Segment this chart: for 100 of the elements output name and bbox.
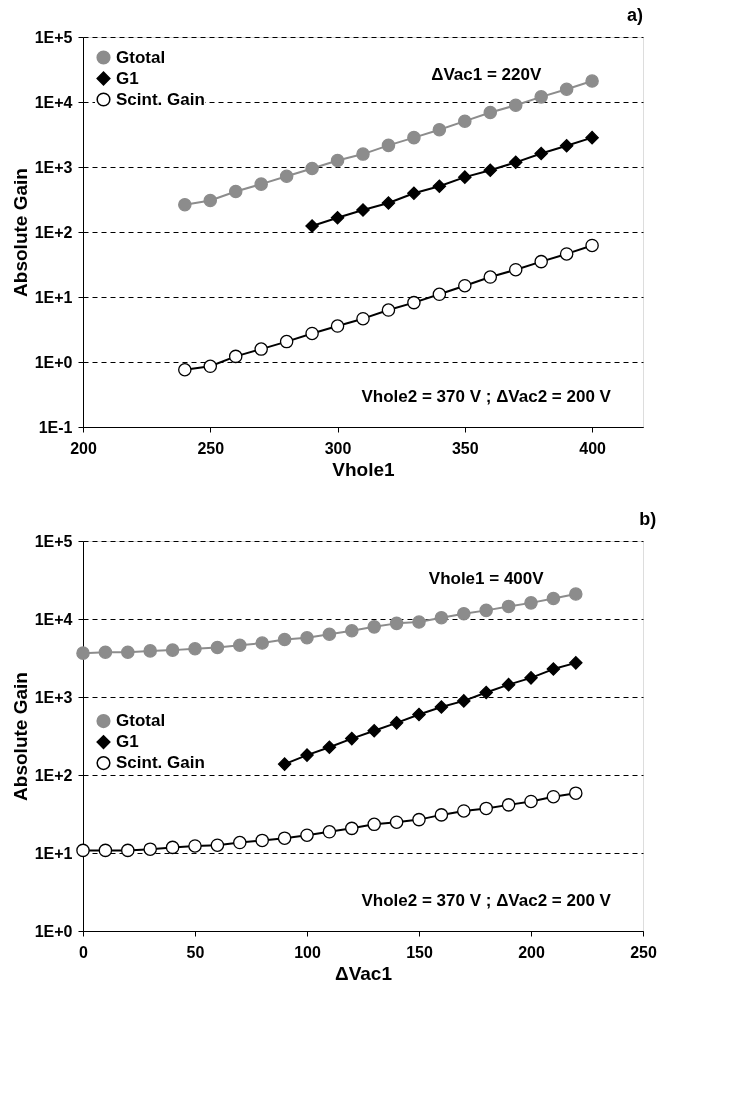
point [458, 170, 472, 184]
point [203, 193, 218, 208]
x-tick-label: 50 [186, 943, 205, 961]
y-tick-label: 1E+2 [34, 766, 73, 784]
x-tick-label: 0 [79, 943, 89, 961]
point [479, 685, 493, 700]
point [165, 643, 180, 657]
point [233, 835, 247, 850]
y-tick-label: 1E+0 [34, 353, 73, 371]
point [432, 179, 447, 193]
point [143, 842, 157, 856]
legend-label: G1 [116, 732, 139, 752]
point [228, 184, 243, 199]
point [305, 161, 319, 176]
point [367, 620, 381, 634]
point [300, 828, 314, 842]
legend-label: Scint. Gain [116, 753, 205, 773]
y-tick-label: 1E-1 [38, 418, 73, 436]
point [479, 603, 493, 618]
point [381, 196, 396, 210]
y-tick-label: 1E+3 [34, 158, 73, 176]
annotation: Vhole2 = 370 V ; ΔVac2 = 200 V [361, 891, 612, 910]
point [546, 789, 561, 804]
point [479, 801, 493, 816]
point [412, 615, 426, 629]
point [121, 645, 135, 659]
point [345, 821, 359, 836]
point [98, 645, 113, 659]
point [407, 186, 421, 200]
point [381, 138, 396, 153]
chart-title: a) [626, 5, 643, 25]
point [546, 591, 561, 606]
annotation: Vhole2 = 370 V ; ΔVac2 = 200 V [361, 387, 612, 406]
x-tick-label: 150 [406, 943, 433, 961]
y-tick-label: 1E+1 [34, 844, 73, 862]
x-tick-label: 250 [630, 943, 657, 961]
point [345, 624, 359, 638]
point [330, 319, 345, 333]
x-tick-label: 400 [579, 439, 607, 457]
point [254, 177, 268, 191]
y-tick-label: 1E+1 [34, 288, 73, 306]
point [188, 642, 202, 656]
point [255, 833, 269, 848]
point [277, 632, 292, 647]
point [279, 334, 294, 349]
point [585, 130, 599, 145]
point [457, 804, 471, 818]
point [524, 794, 538, 809]
x-tick-label: 200 [70, 439, 97, 457]
point [233, 638, 247, 652]
y-axis-title: Absolute Gain [9, 672, 31, 801]
point [367, 724, 381, 738]
point [458, 278, 472, 293]
point [188, 839, 202, 853]
point [432, 287, 447, 302]
point [254, 342, 268, 356]
point [356, 203, 370, 217]
point [367, 817, 381, 832]
point [178, 362, 192, 377]
x-tick-label: 250 [197, 439, 225, 457]
point [569, 587, 583, 601]
point [305, 326, 319, 341]
point [585, 238, 599, 253]
point [434, 700, 449, 714]
legend-label: G1 [116, 68, 139, 88]
point [305, 219, 319, 233]
point [524, 671, 538, 685]
point [434, 610, 449, 625]
point [483, 163, 498, 178]
y-tick-label: 1E+4 [34, 610, 73, 628]
y-tick-label: 1E+0 [34, 922, 73, 940]
point [210, 838, 225, 852]
point [356, 311, 370, 326]
point [569, 786, 583, 800]
point [228, 349, 243, 364]
point [501, 798, 516, 812]
point [546, 662, 561, 676]
point [501, 599, 516, 614]
point [483, 270, 498, 284]
point [508, 262, 523, 277]
point [585, 74, 599, 88]
point [559, 82, 574, 97]
point [407, 130, 421, 145]
point [330, 210, 345, 225]
x-axis-title: Vhole1 [332, 458, 396, 480]
y-tick-label: 1E+3 [34, 688, 73, 706]
y-tick-label: 1E+2 [34, 223, 73, 241]
point [457, 694, 471, 708]
x-tick-label: 350 [451, 439, 479, 457]
point [210, 640, 225, 655]
point [434, 808, 449, 822]
y-tick-label: 1E+5 [34, 28, 73, 46]
point [76, 843, 90, 858]
point [300, 631, 314, 645]
point [255, 636, 269, 650]
point [534, 146, 548, 161]
point [389, 815, 404, 829]
point [322, 627, 337, 642]
point [322, 825, 337, 839]
point [322, 740, 337, 754]
